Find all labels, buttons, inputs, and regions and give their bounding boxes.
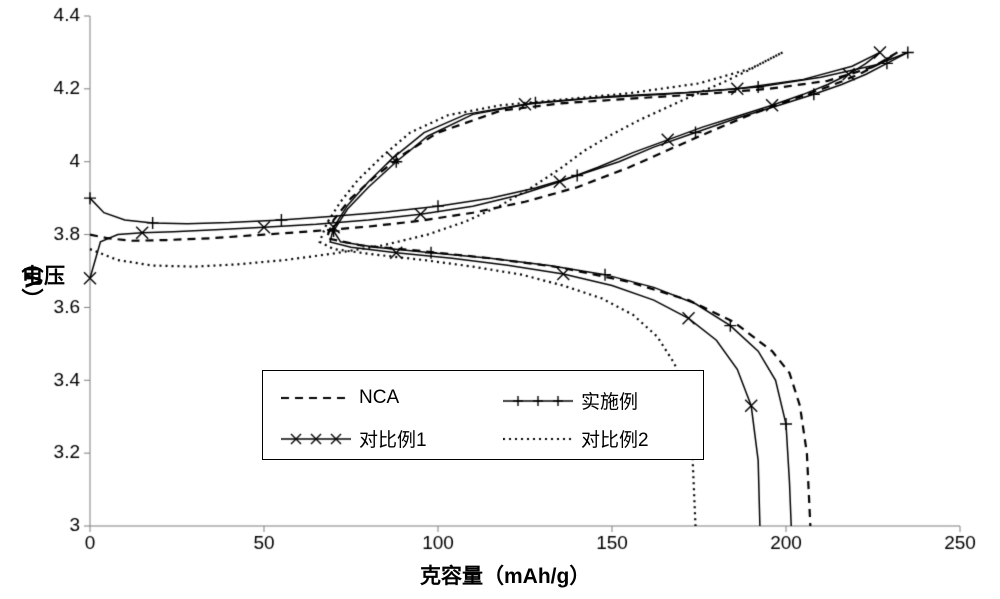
- legend-item-c2: 对比例2: [503, 425, 649, 452]
- legend-label: 实施例: [581, 387, 638, 414]
- voltage-capacity-chart: [0, 0, 1000, 599]
- legend-label: 对比例2: [581, 425, 649, 452]
- legend: NCA 实施例对比例1 对比例2: [262, 370, 704, 460]
- legend-item-nca: NCA: [281, 387, 399, 409]
- legend-label: 对比例1: [359, 425, 427, 452]
- legend-item-ex: 实施例: [503, 387, 638, 414]
- y-axis-unit: （V）: [16, 251, 48, 310]
- legend-item-c1: 对比例1: [281, 425, 427, 452]
- legend-label: NCA: [359, 387, 399, 409]
- x-axis-label: 克容量（mAh/g）: [420, 560, 590, 590]
